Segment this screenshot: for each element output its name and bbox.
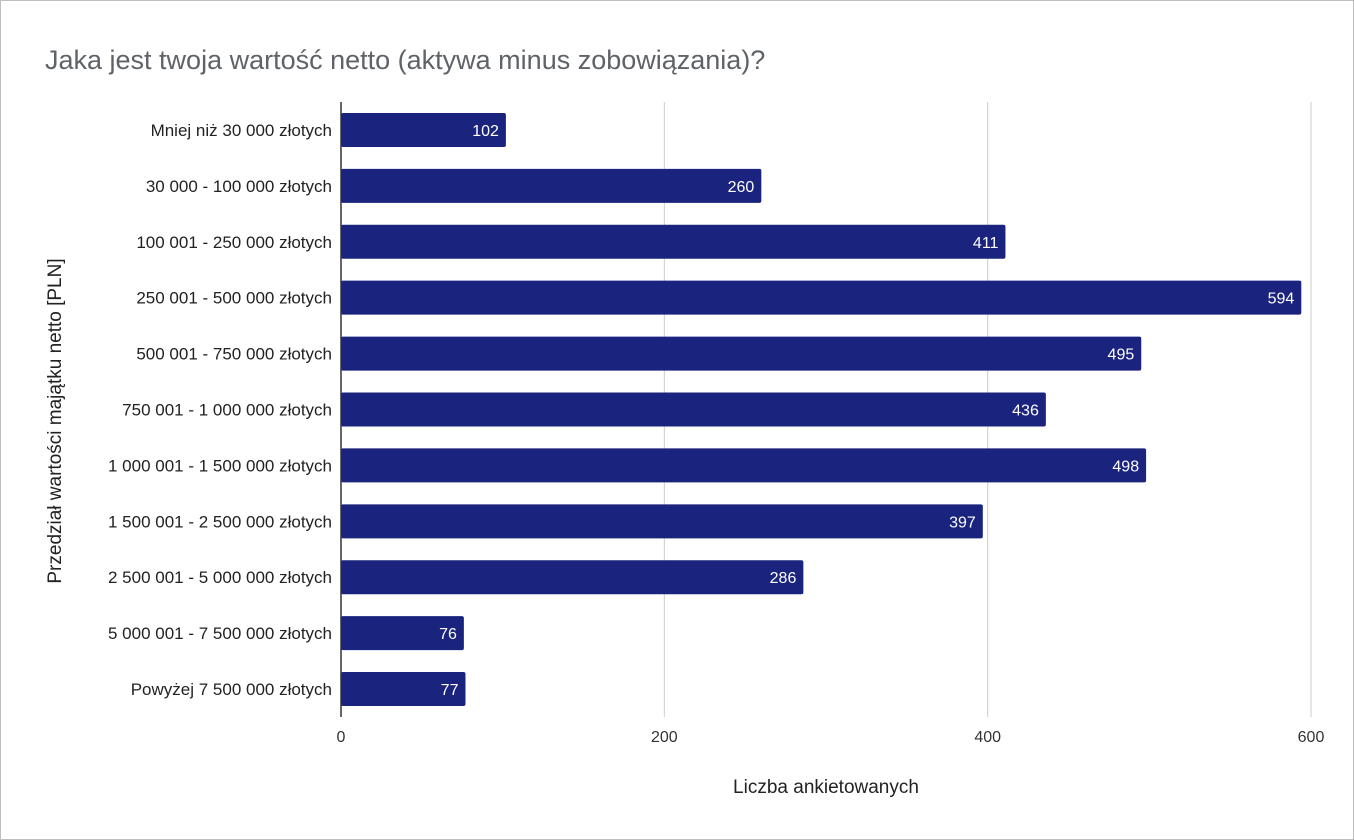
bar	[341, 560, 804, 595]
bar	[341, 616, 464, 651]
bar	[341, 168, 762, 203]
x-tick-label: 400	[974, 729, 1001, 746]
category-labels: Mniej niż 30 000 złotych 30 000 - 100 000…	[108, 121, 332, 699]
data-label: 411	[973, 235, 999, 252]
bar	[341, 392, 1046, 427]
bar	[341, 672, 466, 707]
bar	[341, 336, 1142, 371]
category-label: 1 000 001 - 1 500 000 złotych	[108, 456, 332, 475]
category-label: 5 000 001 - 7 500 000 złotych	[108, 624, 332, 643]
category-label: 1 500 001 - 2 500 000 złotych	[108, 512, 332, 531]
category-label: Mniej niż 30 000 złotych	[151, 121, 332, 140]
data-label: 495	[1108, 347, 1135, 364]
data-label: 436	[1012, 403, 1039, 420]
data-label: 260	[728, 179, 755, 196]
bar	[341, 112, 506, 147]
data-label: 77	[441, 682, 459, 699]
category-label: 30 000 - 100 000 złotych	[146, 177, 332, 196]
x-axis-title: Liczba ankietowanych	[733, 777, 919, 798]
x-tick-label: 600	[1298, 729, 1325, 746]
data-label: 102	[472, 123, 499, 140]
category-label: 750 001 - 1 000 000 złotych	[122, 401, 332, 420]
x-tick-label: 0	[337, 729, 346, 746]
category-label: 2 500 001 - 5 000 000 złotych	[108, 568, 332, 587]
category-label: 500 001 - 750 000 złotych	[136, 345, 332, 364]
data-label: 594	[1268, 291, 1295, 308]
bar	[341, 504, 983, 539]
data-label: 286	[770, 570, 797, 587]
bar	[341, 280, 1302, 315]
category-label: 100 001 - 250 000 złotych	[136, 233, 332, 252]
category-label: Powyżej 7 500 000 złotych	[131, 680, 332, 699]
category-label: 250 001 - 500 000 złotych	[136, 289, 332, 308]
bar	[341, 448, 1147, 483]
data-label: 498	[1112, 458, 1139, 475]
data-label: 397	[949, 514, 976, 531]
chart-title: Jaka jest twoja wartość netto (aktywa mi…	[45, 45, 765, 75]
y-axis-title: Przedział wartości majątku netto [PLN]	[45, 258, 66, 583]
x-tick-labels: 0 200 400 600	[337, 729, 1325, 746]
data-label: 76	[439, 626, 457, 643]
bar	[341, 224, 1006, 259]
bars: 102 260 411 594 495 436 498 397 286 76 77	[341, 112, 1302, 707]
x-tick-label: 200	[651, 729, 678, 746]
